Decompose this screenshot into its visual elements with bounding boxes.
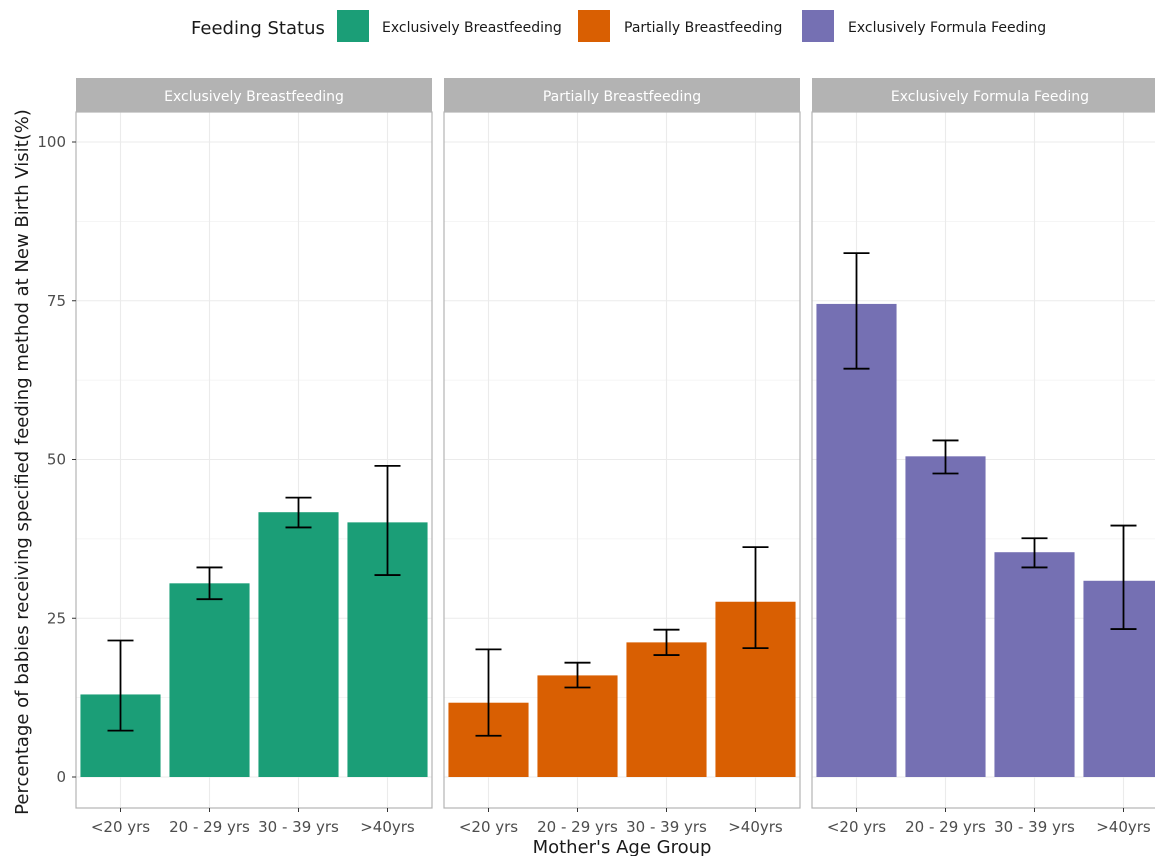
facet-panel: Partially Breastfeeding <box>443 78 801 809</box>
x-tick-label: >40yrs <box>1096 818 1151 836</box>
legend: Feeding Status Exclusively Breastfeeding… <box>191 10 1046 42</box>
facet-panel: Exclusively Breastfeeding <box>75 78 433 809</box>
x-tick-label: 30 - 39 yrs <box>258 818 339 836</box>
x-tick-label: <20 yrs <box>91 818 150 836</box>
error-bar <box>653 628 680 656</box>
bar <box>537 675 618 777</box>
x-tick-label: <20 yrs <box>459 818 518 836</box>
x-tick-label: 30 - 39 yrs <box>994 818 1075 836</box>
legend-label: Exclusively Breastfeeding <box>382 20 562 36</box>
facet-strip-label: Exclusively Formula Feeding <box>891 89 1089 105</box>
error-bar <box>196 566 223 601</box>
legend-title: Feeding Status <box>191 18 325 39</box>
facet-panel: Exclusively Formula Feeding <box>811 78 1155 809</box>
y-tick-label: 0 <box>56 768 66 786</box>
x-tick-label: 20 - 29 yrs <box>537 818 618 836</box>
bar <box>994 552 1075 777</box>
legend-item: Exclusively Breastfeeding <box>337 10 562 42</box>
error-bar <box>374 464 401 576</box>
legend-item: Exclusively Formula Feeding <box>802 10 1046 42</box>
x-tick-label: >40yrs <box>360 818 415 836</box>
x-tick-label: >40yrs <box>728 818 783 836</box>
facet-strip-label: Partially Breastfeeding <box>543 89 701 105</box>
error-bar <box>475 648 502 737</box>
x-axis: <20 yrs 20 - 29 yrs 30 - 39 yrs >40yrs <20 y… <box>91 808 1151 836</box>
error-bar <box>564 661 591 689</box>
legend-item: Partially Breastfeeding <box>578 10 782 42</box>
bar <box>816 303 897 777</box>
error-bar <box>1110 524 1137 630</box>
error-bar <box>107 639 134 732</box>
facet-strip <box>444 78 800 112</box>
bar <box>258 512 339 777</box>
y-tick-label: 75 <box>47 292 66 310</box>
error-bar <box>742 546 769 649</box>
bar <box>1083 580 1155 777</box>
bar <box>626 642 707 777</box>
error-bar <box>932 439 959 475</box>
x-tick-label: 20 - 29 yrs <box>169 818 250 836</box>
bar <box>905 456 986 777</box>
facet-strip <box>812 78 1155 112</box>
facet-strip <box>76 78 432 112</box>
y-tick-label: 25 <box>47 609 66 627</box>
facet-strip-label: Exclusively Breastfeeding <box>164 89 344 105</box>
legend-key-swatch <box>578 10 610 42</box>
legend-label: Partially Breastfeeding <box>624 20 782 36</box>
x-tick-label: 20 - 29 yrs <box>905 818 986 836</box>
error-bar <box>1021 537 1048 569</box>
error-bar <box>843 252 870 370</box>
y-axis: 0 25 50 75 100 <box>37 133 76 786</box>
facet-panels: Exclusively Breastfeeding Partially Breas… <box>75 78 1155 809</box>
legend-key-swatch <box>337 10 369 42</box>
y-axis-title: Percentage of babies receiving specified… <box>12 109 33 815</box>
legend-label: Exclusively Formula Feeding <box>848 20 1046 36</box>
y-tick-label: 50 <box>47 451 66 469</box>
error-bar <box>285 496 312 529</box>
y-tick-label: 100 <box>37 133 66 151</box>
x-tick-label: <20 yrs <box>827 818 886 836</box>
legend-key-swatch <box>802 10 834 42</box>
x-axis-title: Mother's Age Group <box>533 837 712 856</box>
x-tick-label: 30 - 39 yrs <box>626 818 707 836</box>
bar <box>169 583 250 777</box>
